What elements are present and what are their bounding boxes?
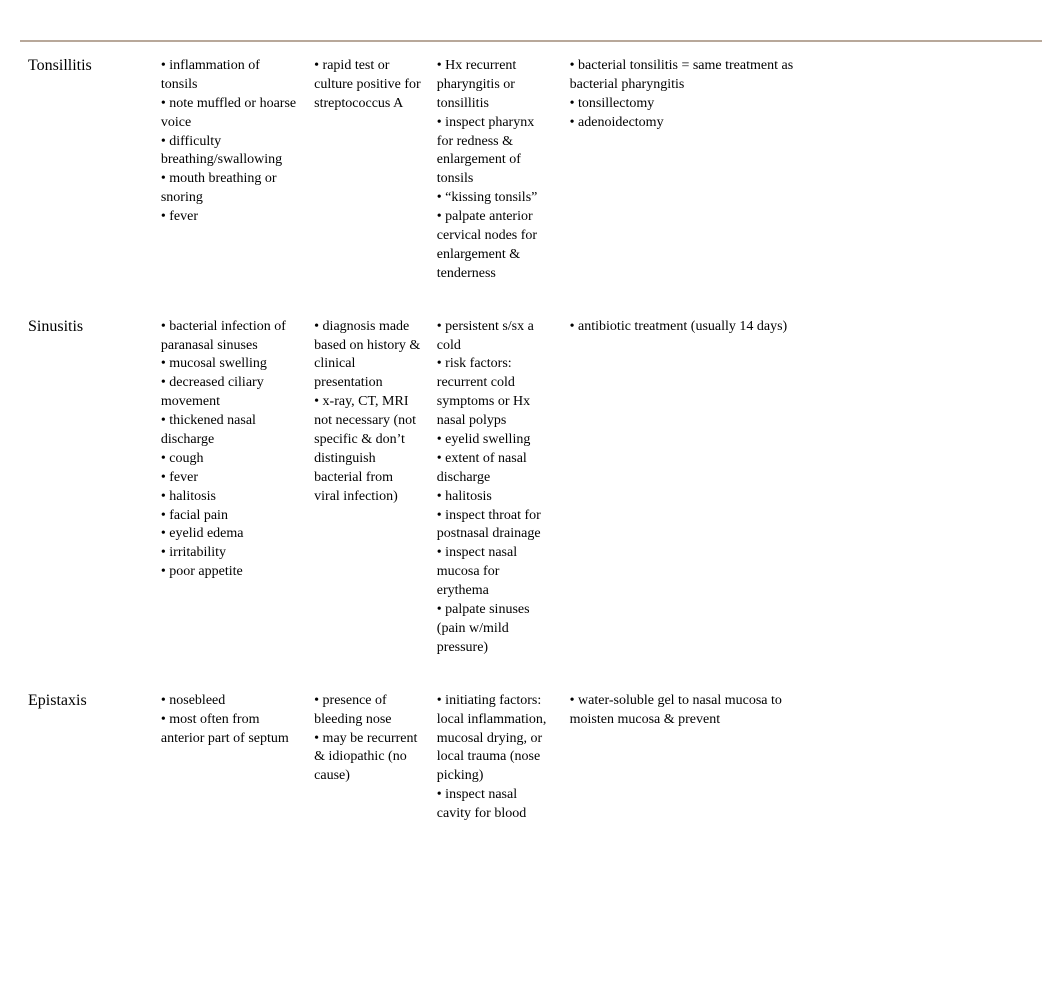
- bullet-text: • tonsillectomy: [570, 95, 799, 114]
- diagnosis-cell: • presence of bleeding nose• may be recu…: [306, 688, 429, 854]
- c7-cell: [919, 53, 1042, 314]
- assessment-cell: • Hx recurrent pharyngitis or tonsilliti…: [429, 53, 562, 314]
- bullet-text: • cough: [161, 450, 298, 469]
- bullet-text: • note muffled or hoarse voice: [161, 95, 298, 133]
- bullet-text: • inspect pharynx for redness & enlargem…: [437, 114, 554, 190]
- description-cell: • bacterial infection of paranasal sinus…: [153, 314, 306, 688]
- condition-name: Epistaxis: [20, 688, 153, 854]
- bullet-text: • halitosis: [437, 488, 554, 507]
- section-divider: [20, 41, 1042, 53]
- treatment-cell: • bacterial tonsilitis = same treatment …: [562, 53, 807, 314]
- bullet-text: • risk factors: recurrent cold symptoms …: [437, 355, 554, 431]
- c6-cell: [807, 688, 919, 854]
- bullet-text: • Hx recurrent pharyngitis or tonsilliti…: [437, 57, 554, 114]
- bullet-text: • inspect nasal cavity for blood: [437, 786, 554, 824]
- bullet-text: • bacterial infection of paranasal sinus…: [161, 318, 298, 356]
- bullet-text: • inflammation of tonsils: [161, 57, 298, 95]
- diagnosis-cell: • diagnosis made based on history & clin…: [306, 314, 429, 688]
- c6-cell: [807, 53, 919, 314]
- bullet-text: • inspect nasal mucosa for erythema: [437, 544, 554, 601]
- bullet-text: • diagnosis made based on history & clin…: [314, 318, 421, 394]
- description-cell: • nosebleed• most often from anterior pa…: [153, 688, 306, 854]
- bullet-text: • antibiotic treatment (usually 14 days): [570, 318, 799, 337]
- condition-name: Tonsillitis: [20, 53, 153, 314]
- treatment-cell: • antibiotic treatment (usually 14 days): [562, 314, 807, 688]
- bullet-text: • mouth breathing or snoring: [161, 170, 298, 208]
- bullet-text: • decreased ciliary movement: [161, 374, 298, 412]
- table-row: Tonsillitis• inflammation of tonsils• no…: [20, 53, 1042, 314]
- bullet-text: • may be recurrent & idiopathic (no caus…: [314, 730, 421, 787]
- description-cell: • inflammation of tonsils• note muffled …: [153, 53, 306, 314]
- treatment-cell: • water-soluble gel to nasal mucosa to m…: [562, 688, 807, 854]
- bullet-text: • eyelid swelling: [437, 431, 554, 450]
- c7-cell: [919, 314, 1042, 688]
- table-row: Epistaxis• nosebleed• most often from an…: [20, 688, 1042, 854]
- bullet-text: • water-soluble gel to nasal mucosa to m…: [570, 692, 799, 730]
- bullet-text: • bacterial tonsilitis = same treatment …: [570, 57, 799, 95]
- bullet-text: • eyelid edema: [161, 525, 298, 544]
- bullet-text: • inspect throat for postnasal drainage: [437, 507, 554, 545]
- bullet-text: • initiating factors: local inflammation…: [437, 692, 554, 786]
- table-row: Sinusitis• bacterial infection of parana…: [20, 314, 1042, 688]
- bullet-text: • poor appetite: [161, 563, 298, 582]
- bullet-text: • x-ray, CT, MRI not necessary (not spec…: [314, 393, 421, 506]
- bullet-text: • halitosis: [161, 488, 298, 507]
- assessment-cell: • persistent s/sx a cold• risk factors: …: [429, 314, 562, 688]
- bullet-text: • thickened nasal discharge: [161, 412, 298, 450]
- bullet-text: • palpate anterior cervical nodes for en…: [437, 208, 554, 284]
- bullet-text: • nosebleed: [161, 692, 298, 711]
- bullet-text: • facial pain: [161, 507, 298, 526]
- condition-name: Sinusitis: [20, 314, 153, 688]
- bullet-text: • rapid test or culture positive for str…: [314, 57, 421, 114]
- bullet-text: • difficulty breathing/swallowing: [161, 133, 298, 171]
- c6-cell: [807, 314, 919, 688]
- bullet-text: • fever: [161, 208, 298, 227]
- bullet-text: • “kissing tonsils”: [437, 189, 554, 208]
- bullet-text: • palpate sinuses (pain w/mild pressure): [437, 601, 554, 658]
- bullet-text: • persistent s/sx a cold: [437, 318, 554, 356]
- bullet-text: • extent of nasal discharge: [437, 450, 554, 488]
- c7-cell: [919, 688, 1042, 854]
- assessment-cell: • initiating factors: local inflammation…: [429, 688, 562, 854]
- bullet-text: • adenoidectomy: [570, 114, 799, 133]
- bullet-text: • mucosal swelling: [161, 355, 298, 374]
- bullet-text: • presence of bleeding nose: [314, 692, 421, 730]
- bullet-text: • most often from anterior part of septu…: [161, 711, 298, 749]
- medical-conditions-table: Tonsillitis• inflammation of tonsils• no…: [20, 40, 1042, 854]
- bullet-text: • irritability: [161, 544, 298, 563]
- bullet-text: • fever: [161, 469, 298, 488]
- diagnosis-cell: • rapid test or culture positive for str…: [306, 53, 429, 314]
